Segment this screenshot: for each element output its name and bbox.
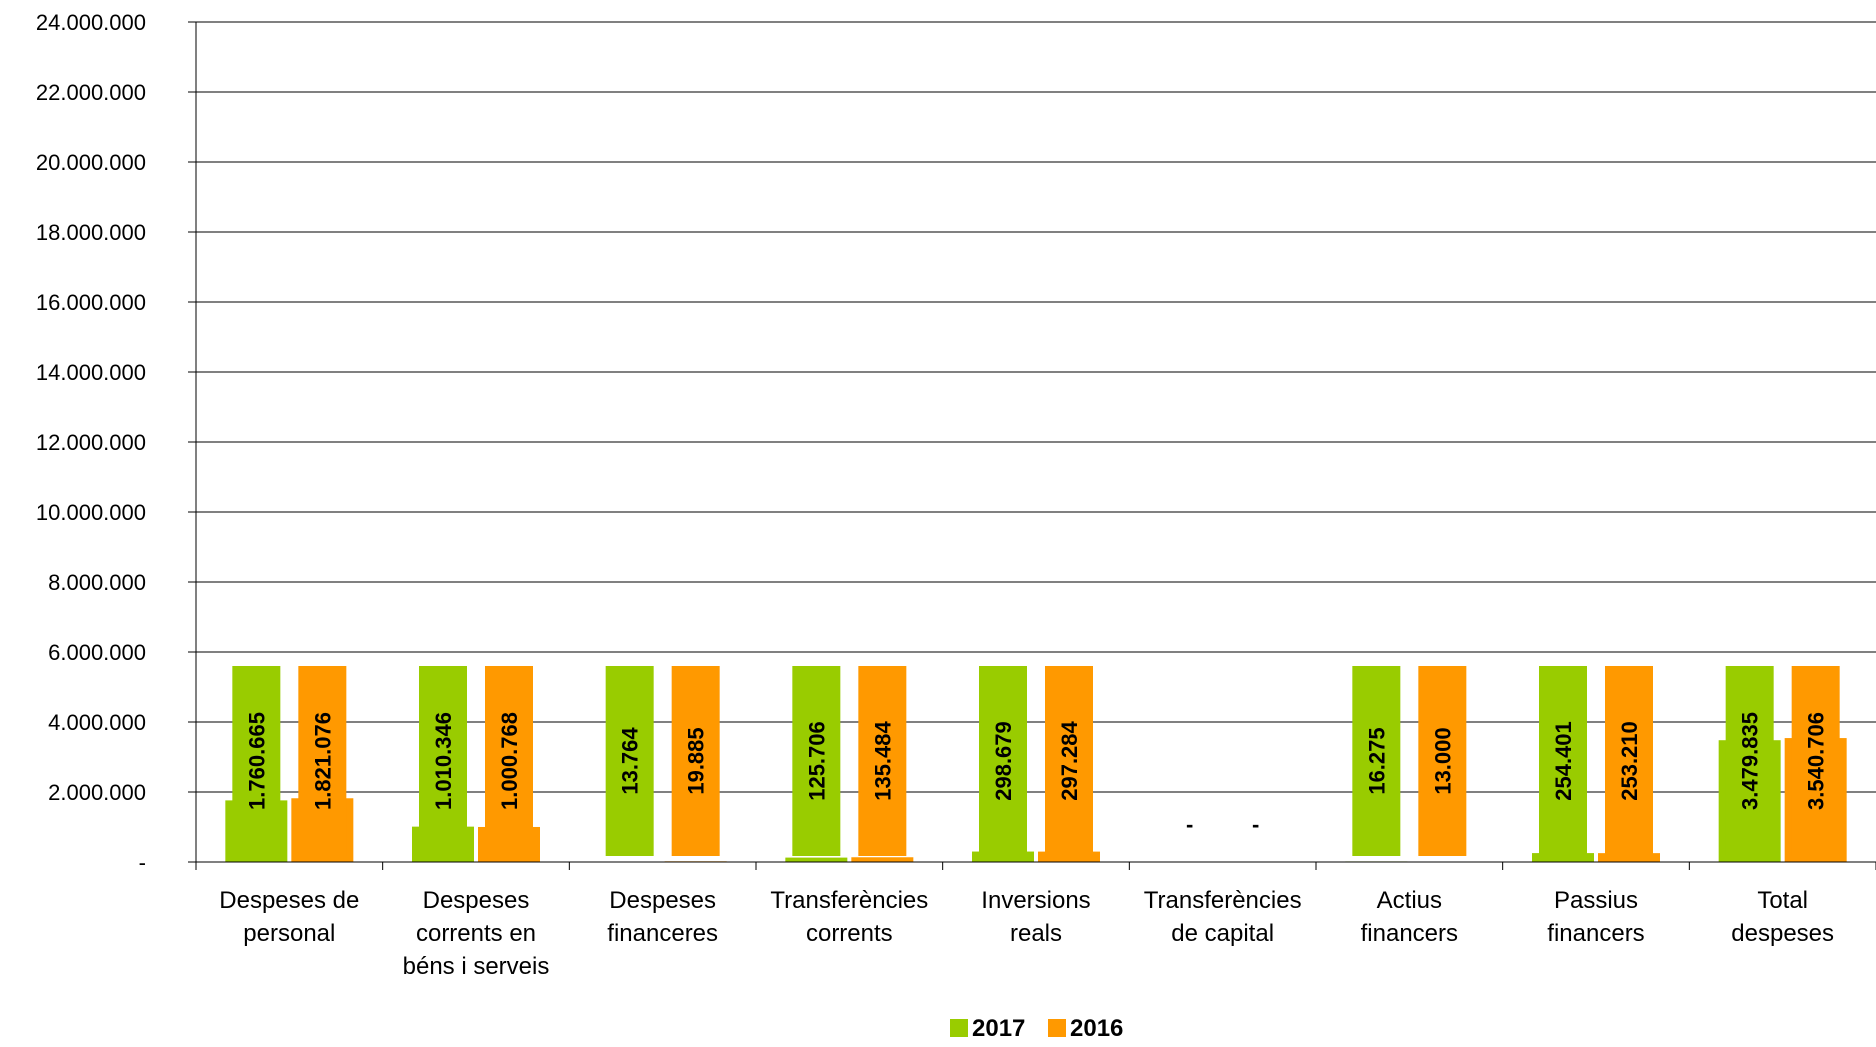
data-label-box-2016 — [1418, 666, 1467, 856]
data-label-2016: 1.821.076 — [310, 712, 335, 810]
category-label-line: de capital — [1171, 920, 1274, 947]
y-tick-label: 6.000.000 — [48, 640, 146, 665]
x-axis: Despeses de personal Despeses corrents en bé… — [195, 861, 1876, 980]
legend-swatch-2016 — [1048, 1019, 1066, 1037]
category-label: Transferències corrents — [770, 887, 928, 947]
category-label: Total despeses — [1731, 887, 1834, 947]
y-tick-label: 24.000.000 — [36, 10, 146, 35]
category-label-line: Despeses — [609, 887, 716, 914]
data-label-box-2016 — [858, 666, 907, 856]
data-label-box-2017 — [1725, 666, 1774, 856]
category-label-line: Transferències — [770, 887, 928, 914]
category-label-line: reals — [1010, 920, 1062, 947]
data-label-2017: 16.275 — [1364, 727, 1389, 794]
y-tick-label: 12.000.000 — [36, 430, 146, 455]
data-label-2017: 1.760.665 — [244, 712, 269, 810]
y-tick-label: 18.000.000 — [36, 220, 146, 245]
category-label-line: financers — [1547, 920, 1644, 947]
data-label-box-2017 — [419, 666, 467, 856]
category-label: Inversions reals — [981, 887, 1090, 947]
bar-2017 — [972, 851, 1034, 862]
data-label-box-2016 — [1791, 666, 1840, 856]
category-label-line: personal — [243, 920, 335, 947]
data-label-box-2017 — [979, 666, 1027, 856]
data-label-2017: 125.706 — [804, 721, 829, 801]
data-label-2016: - — [1252, 812, 1259, 837]
data-label-2016: 135.484 — [870, 720, 895, 800]
data-label-box-2017 — [1352, 666, 1401, 856]
data-label-box-2016 — [298, 666, 347, 856]
data-label-2016: 19.885 — [684, 727, 709, 794]
category-label-line: Total — [1757, 887, 1808, 914]
category-label-line: Despeses — [423, 887, 530, 914]
data-label-box-2017 — [792, 666, 841, 856]
data-labels: 1.760.665 1.821.076 1.010.346 1.000.768 13.7… — [232, 666, 1840, 856]
y-tick-label: 22.000.000 — [36, 80, 146, 105]
bar-2016 — [851, 857, 914, 862]
data-label-box-2017 — [232, 666, 281, 856]
legend: 2017 2016 — [950, 1015, 1123, 1042]
gridlines — [196, 21, 1876, 793]
bar-2017 — [1532, 853, 1594, 862]
y-tick-label: 16.000.000 — [36, 290, 146, 315]
data-label-2016: 297.284 — [1057, 720, 1082, 800]
y-tick-label: 2.000.000 — [48, 780, 146, 805]
bar-2016 — [1038, 851, 1100, 862]
category-label-line: Passius — [1554, 887, 1638, 914]
y-tick-label: 10.000.000 — [36, 500, 146, 525]
category-label-line: corrents en — [416, 920, 536, 947]
category-label-line: despeses — [1731, 920, 1834, 947]
category-label-line: financeres — [607, 920, 718, 947]
data-label-2016: 13.000 — [1430, 727, 1455, 794]
category-label-line: béns i serveis — [403, 953, 550, 980]
category-label-line: financers — [1361, 920, 1458, 947]
data-label-box-2017 — [605, 666, 654, 856]
category-label: Transferències de capital — [1144, 887, 1302, 947]
y-tick-label: - — [139, 850, 146, 875]
category-label: Actius financers — [1361, 887, 1458, 947]
bar-2016 — [1598, 853, 1660, 862]
y-tick-label: 8.000.000 — [48, 570, 146, 595]
category-label: Passius financers — [1547, 887, 1644, 947]
category-label: Despeses de personal — [219, 887, 359, 947]
legend-swatch-2017 — [950, 1019, 968, 1037]
category-label: Despeses financeres — [607, 887, 718, 947]
bar-2017 — [785, 857, 848, 862]
data-label-2017: - — [1186, 812, 1193, 837]
y-tick-label: 4.000.000 — [48, 710, 146, 735]
data-label-box-2016 — [485, 666, 533, 856]
y-axis: - 2.000.000 4.000.000 6.000.000 8.000.000 10.… — [36, 10, 197, 875]
category-label-line: Actius — [1377, 887, 1442, 914]
data-label-2017: 3.479.835 — [1738, 712, 1763, 810]
bars — [225, 738, 1847, 862]
data-label-box-2016 — [1045, 666, 1093, 856]
data-label-2017: 1.010.346 — [431, 712, 456, 810]
data-label-2016: 1.000.768 — [497, 712, 522, 810]
category-label-line: corrents — [806, 920, 893, 947]
legend-label-2016: 2016 — [1070, 1015, 1123, 1042]
data-label-2017: 254.401 — [1551, 721, 1576, 801]
data-label-2016: 253.210 — [1617, 721, 1642, 801]
data-label-2016: 3.540.706 — [1804, 712, 1829, 810]
category-label: Despeses corrents en béns i serveis — [403, 887, 550, 980]
data-label-box-2017 — [1539, 666, 1587, 856]
category-label-line: Despeses de — [219, 887, 359, 914]
category-label-line: Inversions — [981, 887, 1090, 914]
y-tick-label: 14.000.000 — [36, 360, 146, 385]
data-label-2017: 298.679 — [991, 721, 1016, 801]
data-label-box-2016 — [671, 666, 720, 856]
category-label-line: Transferències — [1144, 887, 1302, 914]
data-label-box-2016 — [1605, 666, 1653, 856]
legend-label-2017: 2017 — [972, 1015, 1025, 1042]
y-tick-label: 20.000.000 — [36, 150, 146, 175]
data-label-2017: 13.764 — [618, 727, 643, 795]
